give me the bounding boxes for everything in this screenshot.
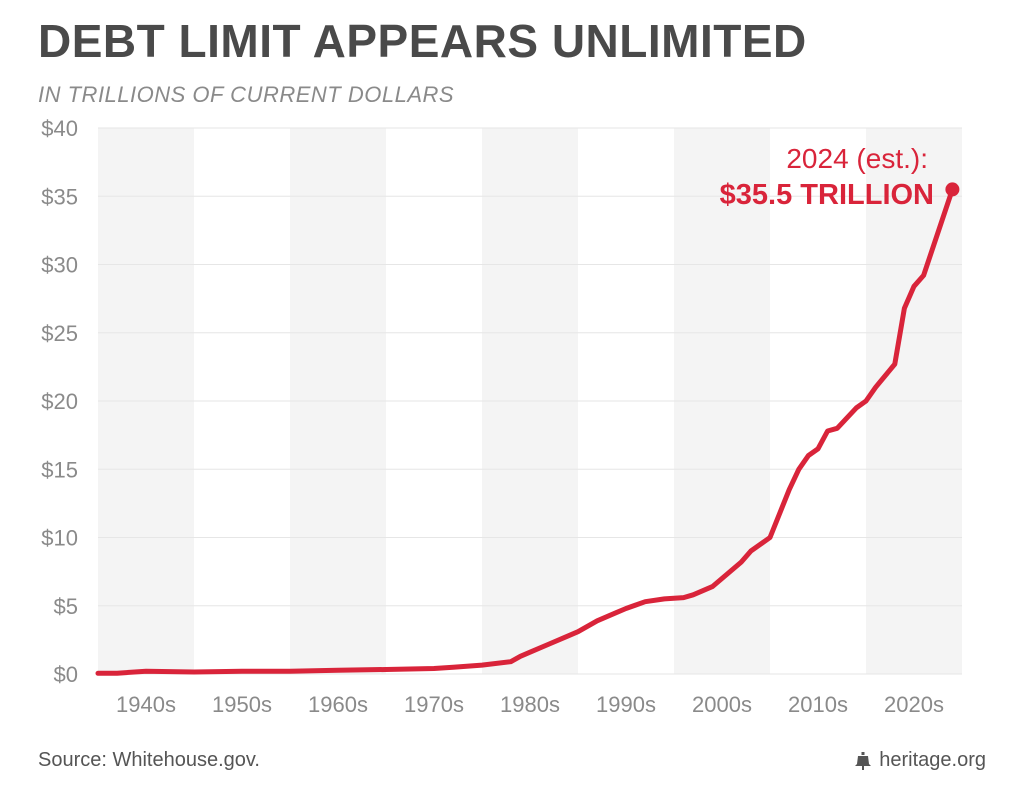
x-tick-label: 1970s bbox=[404, 692, 464, 717]
x-tick-label: 1940s bbox=[116, 692, 176, 717]
x-tick-label: 2010s bbox=[788, 692, 848, 717]
y-tick-label: $0 bbox=[54, 662, 78, 687]
x-tick-label: 1950s bbox=[212, 692, 272, 717]
chart-subtitle: IN TRILLIONS OF CURRENT DOLLARS bbox=[38, 82, 455, 107]
series-line-debt bbox=[95, 186, 955, 676]
y-tick-label: $35 bbox=[41, 184, 78, 209]
y-tick-label: $5 bbox=[54, 594, 78, 619]
y-tick-label: $25 bbox=[41, 321, 78, 346]
x-tick-label: 2000s bbox=[692, 692, 752, 717]
brand-name: heritage.org bbox=[879, 749, 986, 771]
gridlines bbox=[98, 127, 962, 675]
y-tick-label: $20 bbox=[41, 389, 78, 414]
annotation-year-label: 2024 (est.): bbox=[786, 143, 928, 174]
x-tick-label: 1990s bbox=[596, 692, 656, 717]
y-axis-ticks: $0 $5 $10 $15 $20 $25 $30 $35 $40 bbox=[41, 116, 78, 687]
debt-line-chart: $0 $5 $10 $15 $20 $25 $30 $35 $40 1940s 1950s 1960… bbox=[41, 116, 962, 717]
x-tick-label: 1980s bbox=[500, 692, 560, 717]
end-point-2024 bbox=[945, 182, 960, 197]
brand-credit[interactable]: heritage.org bbox=[855, 749, 986, 772]
y-tick-label: $10 bbox=[41, 526, 78, 551]
y-tick-label: $30 bbox=[41, 253, 78, 278]
x-tick-label: 2020s bbox=[884, 692, 944, 717]
x-axis-ticks: 1940s 1950s 1960s 1970s 1980s 1990s 2000s 2010s… bbox=[116, 692, 944, 717]
y-tick-label: $15 bbox=[41, 457, 78, 482]
source-note: Source: Whitehouse.gov. bbox=[38, 749, 260, 771]
annotation-value-label: $35.5 TRILLION bbox=[720, 179, 934, 211]
x-tick-label: 1960s bbox=[308, 692, 368, 717]
chart-title: DEBT LIMIT APPEARS UNLIMITED bbox=[38, 15, 807, 67]
liberty-bell-icon bbox=[855, 751, 872, 770]
y-tick-label: $40 bbox=[41, 116, 78, 141]
